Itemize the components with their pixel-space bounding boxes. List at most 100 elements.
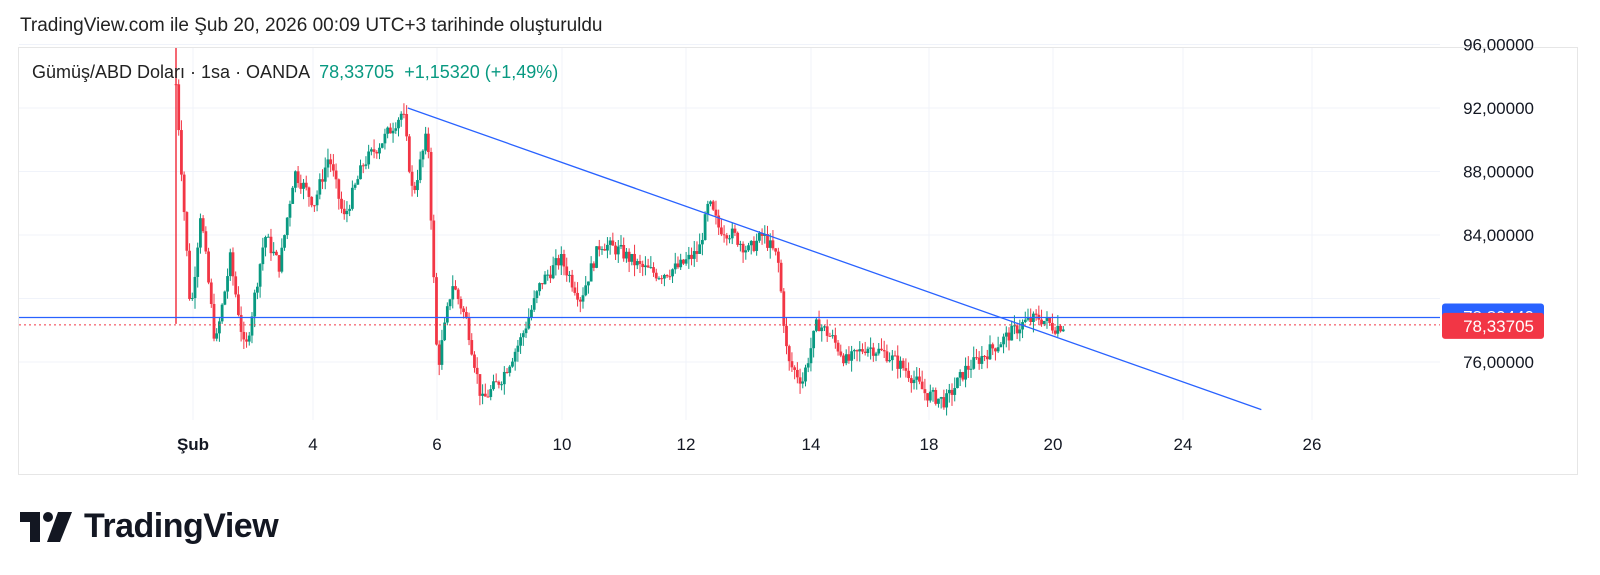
candle-up bbox=[888, 352, 892, 363]
candle-up bbox=[353, 182, 357, 191]
candle-body bbox=[215, 333, 219, 339]
candle-body bbox=[350, 187, 354, 209]
candle-down bbox=[437, 340, 441, 376]
candle-body bbox=[307, 187, 311, 197]
candle-body bbox=[644, 265, 647, 268]
candle-body bbox=[893, 355, 897, 357]
last-price-value: 78,33705 bbox=[319, 62, 395, 82]
candle-body bbox=[671, 269, 674, 277]
candle-down bbox=[736, 231, 740, 247]
candle-down bbox=[638, 254, 642, 273]
candle-body bbox=[679, 259, 683, 268]
candle-body bbox=[1007, 332, 1011, 341]
chart-frame[interactable] bbox=[18, 47, 1578, 475]
candle-down bbox=[795, 362, 799, 384]
candle-body bbox=[464, 312, 468, 319]
candle-down bbox=[855, 349, 859, 362]
candle-body bbox=[581, 295, 585, 302]
candle-body bbox=[1002, 336, 1005, 345]
candle-body bbox=[684, 259, 688, 264]
candle-up bbox=[416, 169, 419, 197]
candle-up bbox=[912, 370, 916, 390]
candle-body bbox=[912, 379, 916, 384]
tradingview-logo[interactable]: TradingView bbox=[20, 507, 279, 546]
candle-body bbox=[749, 240, 753, 246]
candle-down bbox=[578, 296, 582, 313]
candle-body bbox=[285, 217, 289, 236]
candle-up bbox=[193, 266, 197, 309]
candle-body bbox=[1053, 330, 1057, 334]
candle-up bbox=[199, 213, 202, 254]
candle-body bbox=[193, 276, 197, 299]
candle-body bbox=[280, 247, 284, 272]
candle-body bbox=[771, 240, 775, 249]
candle-down bbox=[665, 274, 669, 279]
candle-up bbox=[806, 357, 810, 373]
candle-down bbox=[839, 344, 843, 358]
candle-body bbox=[432, 220, 436, 278]
candle-up bbox=[443, 317, 447, 342]
candle-body bbox=[1026, 317, 1030, 320]
candle-body bbox=[703, 214, 707, 240]
candle-body bbox=[342, 208, 346, 215]
candle-up bbox=[812, 330, 816, 358]
candle-body bbox=[502, 371, 506, 385]
candle-body bbox=[334, 170, 338, 180]
candle-body bbox=[1056, 325, 1060, 334]
candle-body bbox=[505, 371, 509, 373]
candle-body bbox=[378, 147, 381, 154]
candle-body bbox=[825, 326, 829, 336]
candle-up bbox=[397, 117, 400, 137]
candle-body bbox=[983, 355, 986, 357]
candle-body bbox=[209, 282, 213, 304]
candle-up bbox=[291, 185, 295, 204]
candle-body bbox=[627, 251, 631, 262]
candle-body bbox=[880, 348, 883, 351]
candle-down bbox=[787, 344, 791, 371]
candle-down bbox=[861, 343, 864, 355]
candle-down bbox=[966, 356, 970, 378]
candle-up bbox=[684, 251, 688, 266]
candle-body bbox=[869, 347, 873, 349]
candle-body bbox=[274, 251, 278, 256]
candle-up bbox=[283, 234, 286, 251]
candle-up bbox=[440, 329, 444, 370]
candle-down bbox=[847, 346, 851, 364]
candle-up bbox=[947, 383, 951, 403]
candle-down bbox=[793, 365, 797, 380]
candle-body bbox=[312, 205, 316, 207]
candle-body bbox=[218, 321, 221, 334]
candle-down bbox=[402, 103, 406, 119]
candle-body bbox=[950, 389, 954, 395]
candle-body bbox=[619, 244, 623, 247]
candle-body bbox=[584, 285, 588, 296]
candle-body bbox=[608, 240, 612, 245]
candle-body bbox=[717, 215, 721, 228]
candle-down bbox=[825, 319, 829, 342]
candle-body bbox=[847, 354, 851, 361]
candle-down bbox=[557, 254, 560, 270]
candle-up bbox=[644, 256, 647, 276]
candle-up bbox=[532, 290, 536, 313]
candle-body bbox=[904, 368, 908, 371]
candle-body bbox=[329, 159, 333, 165]
candle-body bbox=[614, 245, 617, 255]
candle-body bbox=[1059, 325, 1062, 332]
candle-up bbox=[559, 246, 563, 276]
candle-up bbox=[823, 325, 826, 332]
candle-body bbox=[896, 355, 900, 369]
candle-body bbox=[323, 167, 327, 182]
candle-down bbox=[269, 228, 273, 261]
candle-body bbox=[923, 389, 927, 394]
candle-up bbox=[1021, 319, 1024, 339]
candle-body bbox=[926, 393, 929, 401]
candle-down bbox=[307, 186, 311, 207]
candle-body bbox=[527, 317, 531, 329]
candle-down bbox=[985, 349, 989, 369]
candle-body bbox=[256, 286, 259, 293]
candle-up bbox=[378, 143, 381, 160]
candle-down bbox=[432, 214, 436, 284]
candle-body bbox=[909, 378, 913, 384]
candle-up bbox=[226, 268, 229, 299]
